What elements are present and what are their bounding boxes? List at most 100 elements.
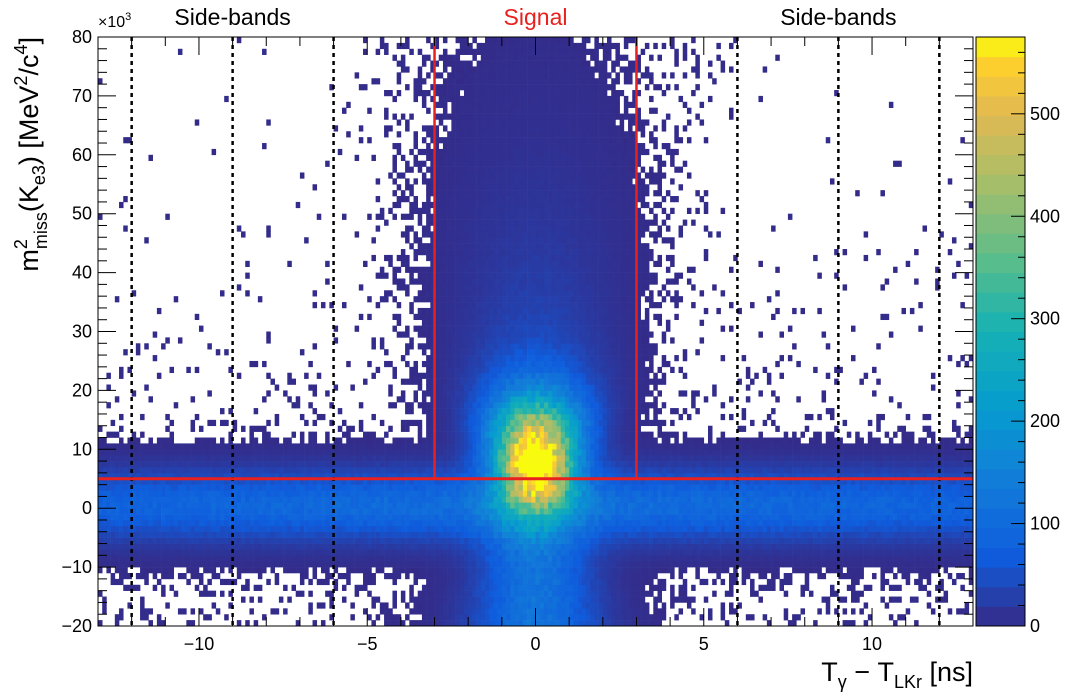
- heatmap-cell: [186, 496, 191, 503]
- heatmap-cell: [468, 72, 473, 79]
- heatmap-cell: [468, 154, 473, 161]
- heatmap-cell: [527, 166, 532, 173]
- heatmap-cell: [215, 531, 221, 538]
- heatmap-cell: [485, 390, 490, 397]
- heatmap-cell: [194, 461, 200, 468]
- heatmap-cell: [140, 543, 145, 550]
- heatmap-cell: [510, 449, 515, 456]
- heatmap-cell: [236, 561, 242, 568]
- heatmap-cell: [506, 425, 511, 432]
- heatmap-cell: [316, 478, 322, 485]
- heatmap-cell: [287, 502, 292, 509]
- heatmap-cell: [291, 531, 297, 538]
- heatmap-cell: [489, 614, 494, 621]
- heatmap-cell: [405, 237, 410, 244]
- heatmap-cell: [480, 190, 486, 197]
- heatmap-cell: [262, 466, 267, 474]
- heatmap-cell: [156, 543, 162, 550]
- heatmap-cell: [447, 143, 452, 150]
- heatmap-cell: [299, 572, 305, 580]
- heatmap-cell: [447, 466, 452, 474]
- heatmap-cell: [392, 166, 397, 173]
- heatmap-cell: [409, 543, 414, 550]
- heatmap-cell: [489, 502, 494, 509]
- heatmap-cell: [140, 555, 145, 562]
- heatmap-cell: [245, 549, 250, 556]
- heatmap-cell: [249, 543, 254, 550]
- heatmap-cell: [203, 437, 208, 444]
- heatmap-cell: [329, 484, 334, 491]
- heatmap-cell: [211, 419, 217, 427]
- heatmap-cell: [295, 567, 301, 574]
- heatmap-cell: [127, 484, 132, 491]
- heatmap-cell: [485, 425, 490, 432]
- heatmap-cell: [497, 443, 503, 450]
- heatmap-cell: [442, 319, 448, 326]
- heatmap-cell: [493, 608, 498, 615]
- heatmap-cell: [442, 125, 448, 132]
- heatmap-cell: [274, 478, 280, 485]
- heatmap-cell: [333, 543, 339, 550]
- heatmap-cell: [417, 207, 423, 214]
- heatmap-cell: [203, 555, 208, 562]
- heatmap-cell: [447, 413, 452, 421]
- heatmap-cell: [438, 54, 444, 61]
- heatmap-cell: [396, 254, 402, 262]
- heatmap-cell: [480, 525, 486, 533]
- heatmap-cell: [527, 455, 532, 462]
- heatmap-cell: [388, 561, 393, 568]
- heatmap-cell: [262, 614, 267, 621]
- heatmap-cell: [476, 90, 482, 97]
- heatmap-cell: [430, 578, 435, 586]
- heatmap-cell: [182, 466, 187, 474]
- heatmap-cell: [455, 496, 461, 503]
- heatmap-cell: [211, 478, 217, 485]
- heatmap-cell: [430, 184, 435, 191]
- heatmap-cell: [148, 154, 153, 161]
- heatmap-cell: [531, 243, 536, 250]
- heatmap-cell: [438, 160, 444, 167]
- heatmap-cell: [485, 419, 490, 427]
- heatmap-cell: [514, 184, 519, 191]
- heatmap-cell: [194, 437, 200, 444]
- heatmap-cell: [127, 508, 132, 515]
- heatmap-cell: [379, 472, 385, 480]
- heatmap-cell: [501, 514, 507, 521]
- heatmap-cell: [211, 537, 217, 544]
- heatmap-cell: [379, 213, 385, 220]
- heatmap-cell: [447, 137, 452, 144]
- heatmap-cell: [480, 455, 486, 462]
- heatmap-cell: [451, 166, 456, 173]
- heatmap-cell: [198, 508, 204, 515]
- heatmap-cell: [413, 254, 419, 262]
- heatmap-cell: [493, 207, 498, 214]
- heatmap-cell: [114, 561, 120, 568]
- heatmap-cell: [152, 355, 158, 362]
- heatmap-cell: [514, 343, 519, 350]
- heatmap-cell: [270, 514, 275, 521]
- heatmap-cell: [405, 543, 410, 550]
- heatmap-cell: [463, 37, 469, 44]
- heatmap-cell: [421, 95, 427, 103]
- heatmap-cell: [451, 437, 456, 444]
- heatmap-cell: [384, 125, 389, 132]
- heatmap-cell: [434, 378, 440, 385]
- heatmap-cell: [375, 466, 381, 474]
- heatmap-cell: [455, 66, 461, 73]
- heatmap-cell: [173, 531, 179, 538]
- heatmap-cell: [447, 502, 452, 509]
- heatmap-cell: [522, 608, 528, 615]
- heatmap-cell: [463, 620, 469, 627]
- heatmap-cell: [274, 502, 280, 509]
- heatmap-cell: [308, 602, 313, 609]
- heatmap-cell: [485, 590, 490, 597]
- heatmap-cell: [438, 137, 444, 144]
- heatmap-cell: [405, 567, 410, 574]
- heatmap-cell: [396, 496, 402, 503]
- heatmap-cell: [396, 449, 402, 456]
- heatmap-cell: [442, 84, 448, 91]
- heatmap-cell: [485, 349, 490, 356]
- heatmap-cell: [337, 408, 343, 415]
- heatmap-cell: [114, 620, 120, 627]
- heatmap-cell: [169, 531, 175, 538]
